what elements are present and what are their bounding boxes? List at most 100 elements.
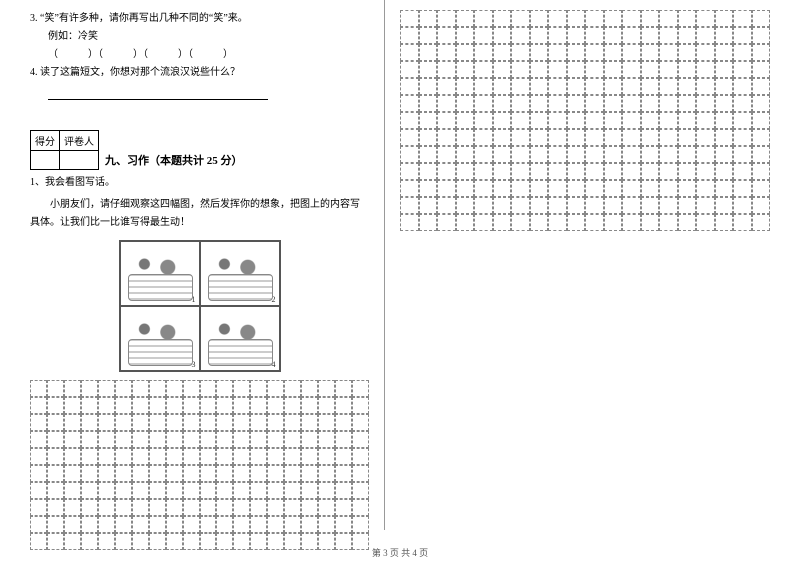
- grid-cell[interactable]: [183, 431, 200, 448]
- grid-cell[interactable]: [585, 95, 604, 112]
- grid-cell[interactable]: [493, 112, 512, 129]
- grid-cell[interactable]: [604, 44, 623, 61]
- grid-cell[interactable]: [696, 214, 715, 231]
- grid-cell[interactable]: [183, 516, 200, 533]
- grid-cell[interactable]: [132, 448, 149, 465]
- grid-cell[interactable]: [400, 197, 419, 214]
- grid-cell[interactable]: [659, 95, 678, 112]
- grid-cell[interactable]: [98, 499, 115, 516]
- grid-cell[interactable]: [98, 414, 115, 431]
- grid-cell[interactable]: [132, 397, 149, 414]
- grid-cell[interactable]: [641, 146, 660, 163]
- grid-cell[interactable]: [47, 499, 64, 516]
- grid-cell[interactable]: [696, 129, 715, 146]
- grid-cell[interactable]: [419, 61, 438, 78]
- grid-cell[interactable]: [567, 129, 586, 146]
- grid-cell[interactable]: [250, 397, 267, 414]
- grid-cell[interactable]: [659, 112, 678, 129]
- grid-cell[interactable]: [352, 380, 369, 397]
- grid-cell[interactable]: [233, 465, 250, 482]
- score-cell[interactable]: [31, 151, 60, 170]
- grid-cell[interactable]: [81, 516, 98, 533]
- grid-cell[interactable]: [400, 129, 419, 146]
- grid-cell[interactable]: [752, 27, 771, 44]
- grid-cell[interactable]: [585, 180, 604, 197]
- grid-cell[interactable]: [267, 380, 284, 397]
- grid-cell[interactable]: [233, 397, 250, 414]
- grid-cell[interactable]: [419, 112, 438, 129]
- grid-cell[interactable]: [400, 78, 419, 95]
- grid-cell[interactable]: [585, 146, 604, 163]
- grid-cell[interactable]: [267, 431, 284, 448]
- grid-cell[interactable]: [493, 180, 512, 197]
- grid-cell[interactable]: [267, 516, 284, 533]
- grid-cell[interactable]: [47, 516, 64, 533]
- writing-grid-left[interactable]: [30, 380, 369, 550]
- grid-cell[interactable]: [715, 129, 734, 146]
- grid-cell[interactable]: [98, 431, 115, 448]
- grid-cell[interactable]: [604, 10, 623, 27]
- grid-cell[interactable]: [622, 27, 641, 44]
- grid-cell[interactable]: [511, 129, 530, 146]
- grid-cell[interactable]: [352, 482, 369, 499]
- grid-cell[interactable]: [132, 516, 149, 533]
- grid-cell[interactable]: [622, 146, 641, 163]
- grid-cell[interactable]: [64, 499, 81, 516]
- grid-cell[interactable]: [659, 180, 678, 197]
- grid-cell[interactable]: [567, 44, 586, 61]
- grid-cell[interactable]: [493, 129, 512, 146]
- grid-cell[interactable]: [733, 44, 752, 61]
- grid-cell[interactable]: [696, 180, 715, 197]
- grid-cell[interactable]: [400, 95, 419, 112]
- grid-cell[interactable]: [30, 516, 47, 533]
- grid-cell[interactable]: [474, 44, 493, 61]
- grid-cell[interactable]: [115, 448, 132, 465]
- grid-cell[interactable]: [216, 516, 233, 533]
- grid-cell[interactable]: [511, 10, 530, 27]
- grid-cell[interactable]: [200, 380, 217, 397]
- grid-cell[interactable]: [548, 163, 567, 180]
- grid-cell[interactable]: [216, 482, 233, 499]
- grid-cell[interactable]: [456, 112, 475, 129]
- grid-cell[interactable]: [284, 499, 301, 516]
- grid-cell[interactable]: [200, 431, 217, 448]
- grid-cell[interactable]: [352, 448, 369, 465]
- grid-cell[interactable]: [548, 95, 567, 112]
- grid-cell[interactable]: [696, 61, 715, 78]
- grid-cell[interactable]: [149, 397, 166, 414]
- grid-cell[interactable]: [183, 397, 200, 414]
- grid-cell[interactable]: [604, 78, 623, 95]
- grid-cell[interactable]: [752, 146, 771, 163]
- grid-cell[interactable]: [567, 112, 586, 129]
- grid-cell[interactable]: [456, 146, 475, 163]
- grid-cell[interactable]: [493, 95, 512, 112]
- grid-cell[interactable]: [81, 380, 98, 397]
- grid-cell[interactable]: [250, 465, 267, 482]
- grid-cell[interactable]: [752, 44, 771, 61]
- grid-cell[interactable]: [622, 112, 641, 129]
- grid-cell[interactable]: [132, 482, 149, 499]
- grid-cell[interactable]: [585, 10, 604, 27]
- grid-cell[interactable]: [216, 380, 233, 397]
- grid-cell[interactable]: [301, 397, 318, 414]
- grid-cell[interactable]: [183, 448, 200, 465]
- grid-cell[interactable]: [585, 27, 604, 44]
- grid-cell[interactable]: [64, 482, 81, 499]
- grid-cell[interactable]: [733, 61, 752, 78]
- grid-cell[interactable]: [733, 112, 752, 129]
- grid-cell[interactable]: [419, 197, 438, 214]
- grid-cell[interactable]: [419, 163, 438, 180]
- grid-cell[interactable]: [511, 180, 530, 197]
- grid-cell[interactable]: [400, 44, 419, 61]
- grid-cell[interactable]: [183, 482, 200, 499]
- grid-cell[interactable]: [284, 465, 301, 482]
- grid-cell[interactable]: [149, 431, 166, 448]
- grid-cell[interactable]: [678, 112, 697, 129]
- grid-cell[interactable]: [318, 431, 335, 448]
- grid-cell[interactable]: [81, 431, 98, 448]
- grid-cell[interactable]: [352, 431, 369, 448]
- grid-cell[interactable]: [98, 397, 115, 414]
- grid-cell[interactable]: [183, 499, 200, 516]
- grid-cell[interactable]: [493, 61, 512, 78]
- grid-cell[interactable]: [659, 129, 678, 146]
